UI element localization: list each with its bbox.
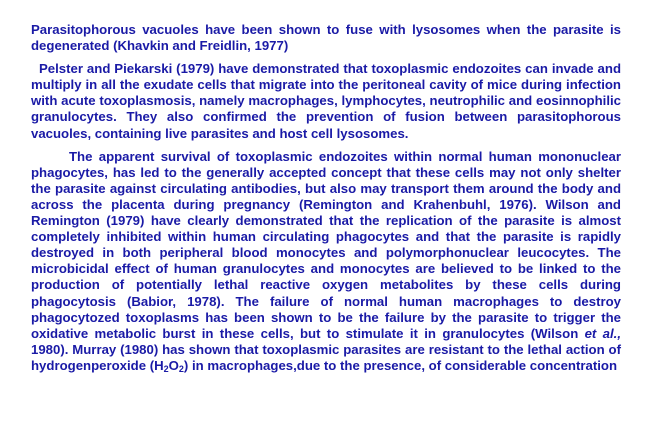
paragraph-1: Parasitophorous vacuoles have been shown…	[31, 22, 621, 54]
paragraph-3-text-b: 1980). Murray (1980) has shown that toxo…	[31, 341, 621, 373]
h2-subscript: 2	[163, 363, 169, 374]
paragraph-3-text-a: The apparent survival of toxoplasmic end…	[31, 148, 621, 341]
et-al-italic: et al.,	[584, 325, 621, 341]
document-page: Parasitophorous vacuoles have been shown…	[31, 22, 621, 374]
paragraph-2: Pelster and Piekarski (1979) have demons…	[31, 61, 621, 141]
paragraph-3-text-c: ) in macrophages,due to the presence, of…	[183, 357, 618, 373]
o2-subscript: 2	[178, 363, 184, 374]
oxygen-letter: O	[168, 357, 179, 373]
paragraph-3: The apparent survival of toxoplasmic end…	[31, 149, 621, 374]
